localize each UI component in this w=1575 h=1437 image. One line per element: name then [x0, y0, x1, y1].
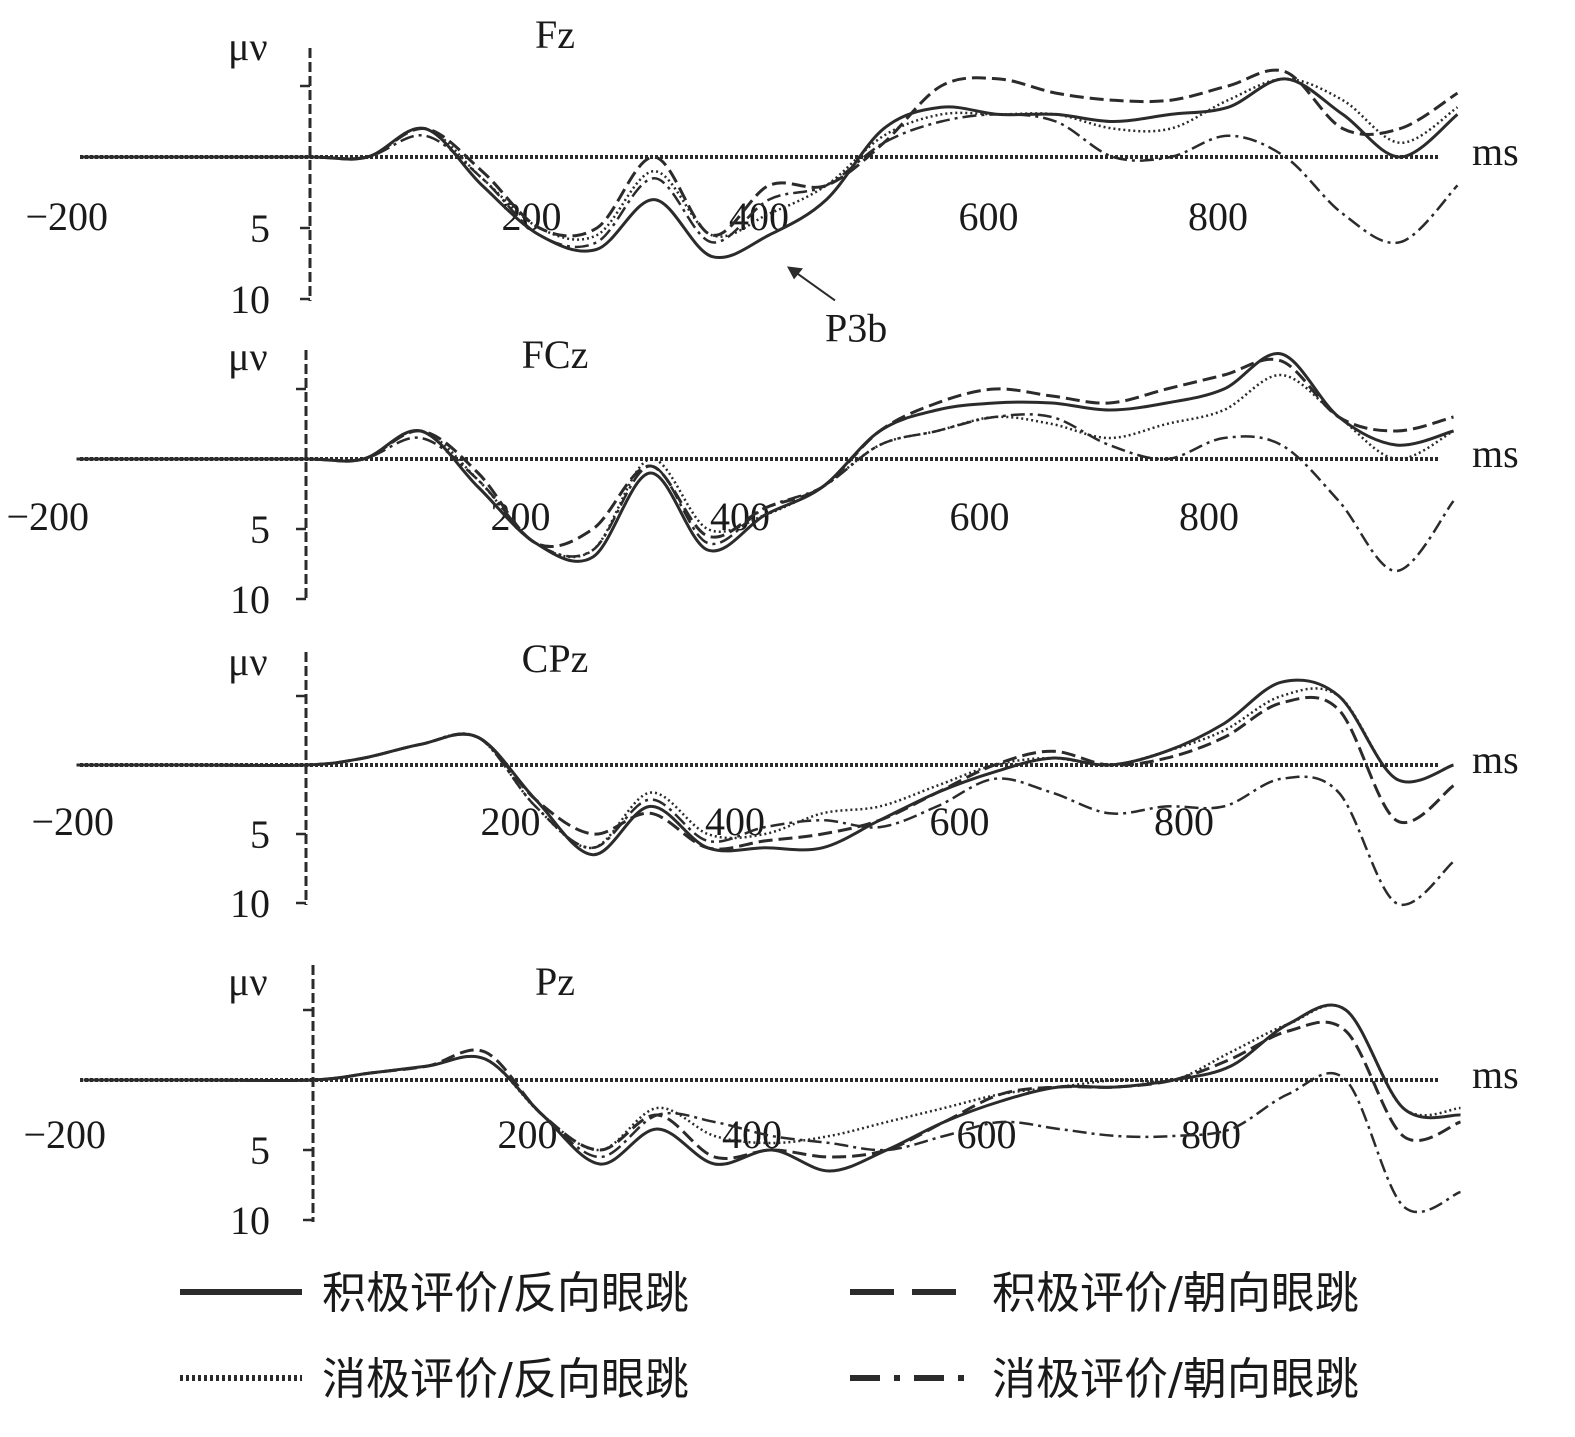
pz-series-dashdot [83, 1055, 1461, 1214]
fcz-series-dashdot [76, 413, 1455, 573]
fcz-y-tick-label: 10 [230, 577, 270, 622]
fz-series-dashdot [80, 113, 1459, 249]
legend-label-dotted: 消极评价/反向眼跳 [322, 1354, 689, 1405]
cpz-y-unit-label: μν [228, 639, 268, 684]
fcz-series-dotted [76, 373, 1455, 559]
pz-x-tick-label: −200 [24, 1112, 107, 1157]
cpz-x-tick-label: −200 [32, 799, 115, 844]
pz-x-tick-label: 600 [957, 1112, 1017, 1157]
fcz-y-unit-label: μν [228, 334, 268, 379]
cpz-series-dashdot [76, 732, 1455, 907]
pz-y-tick-label: 5 [250, 1128, 270, 1173]
fcz-x-tick-label: −200 [7, 494, 90, 539]
pz-series-dotted [83, 1004, 1461, 1152]
cpz-series-dotted [76, 687, 1454, 850]
legend-label-dashdot: 消极评价/朝向眼跳 [992, 1354, 1359, 1405]
fcz-panel-title: FCz [522, 332, 589, 377]
fcz-x-unit-label: ms [1472, 431, 1519, 476]
cpz-y-tick-label: 5 [250, 812, 270, 857]
fz-series-dashed [80, 68, 1459, 238]
fz-x-unit-label: ms [1472, 129, 1519, 174]
legend-label-solid: 积极评价/反向眼跳 [322, 1268, 689, 1319]
cpz-x-tick-label: 200 [481, 799, 541, 844]
fcz-x-tick-label: 600 [950, 494, 1010, 539]
fz-y-tick-label: 10 [230, 277, 270, 322]
fz-x-tick-label: 800 [1188, 194, 1248, 239]
fz-series-dotted [80, 77, 1459, 241]
fcz-x-tick-label: 800 [1179, 494, 1239, 539]
fz-annotation-label: P3b [825, 305, 887, 350]
legend-label-dashed: 积极评价/朝向眼跳 [992, 1268, 1359, 1319]
fz-annotation-arrow [792, 269, 836, 302]
fz-y-unit-label: μν [228, 24, 268, 69]
cpz-x-unit-label: ms [1472, 737, 1519, 782]
pz-panel-title: Pz [535, 959, 575, 1004]
pz-x-unit-label: ms [1472, 1052, 1519, 1097]
fz-y-tick-label: 5 [250, 206, 270, 251]
cpz-y-tick-label: 10 [230, 881, 270, 926]
cpz-panel-title: CPz [522, 636, 589, 681]
pz-y-unit-label: μν [228, 959, 268, 1004]
cpz-series-solid [76, 678, 1455, 857]
fcz-y-tick-label: 5 [250, 507, 270, 552]
fz-panel-title: Fz [535, 12, 575, 57]
fz-x-tick-label: −200 [26, 194, 109, 239]
pz-y-tick-label: 10 [230, 1198, 270, 1243]
fz-x-tick-label: 600 [959, 194, 1019, 239]
fz-annotation-arrowhead [787, 266, 803, 280]
